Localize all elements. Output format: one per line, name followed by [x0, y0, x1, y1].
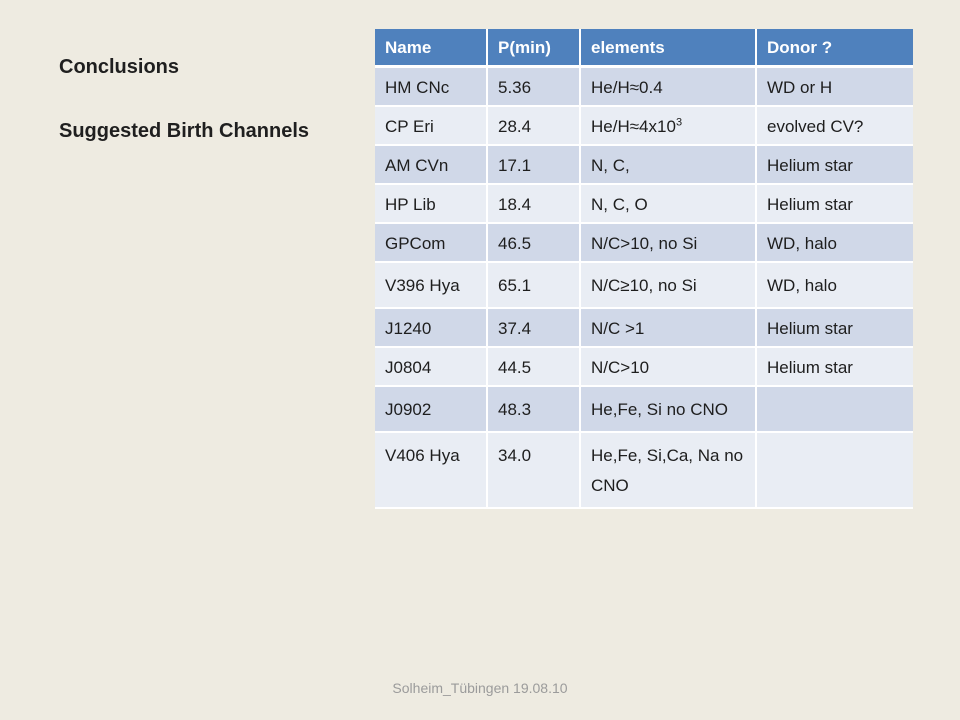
cell-period: 17.1 [487, 145, 581, 185]
cell-name: AM CVn [375, 145, 488, 185]
cell-elements-text: N/C >1 [591, 319, 645, 338]
table-row: AM CVn 17.1 N, C, Helium star [375, 145, 913, 185]
cell-elements: N, C, [580, 145, 757, 185]
cell-donor-text: Helium star [767, 195, 853, 214]
cell-donor: Helium star [756, 308, 913, 348]
cell-donor-text: Helium star [767, 156, 853, 175]
cell-name-text: V406 Hya [385, 446, 460, 465]
cell-donor-text: Helium star [767, 358, 853, 377]
cell-period: 46.5 [487, 223, 581, 263]
cell-name: J0804 [375, 347, 488, 387]
table-row: HM CNc 5.36 He/H≈0.4 WD or H [375, 66, 913, 107]
cell-name: CP Eri [375, 106, 488, 146]
table-row: J0804 44.5 N/C>10 Helium star [375, 347, 913, 387]
cell-period-text: 18.4 [498, 195, 532, 214]
cell-donor: Helium star [756, 145, 913, 185]
table-row: J0902 48.3 He,Fe, Si no CNO [375, 386, 913, 433]
cell-donor-text: Helium star [767, 319, 853, 338]
cell-elements-text: N/C>10 [591, 358, 650, 377]
cell-donor-text: WD, halo [767, 234, 837, 253]
cell-elements-text: He/H≈4x10 [591, 117, 676, 136]
cell-name: J0902 [375, 386, 488, 433]
cell-period-text: 48.3 [498, 400, 532, 419]
cell-elements: N/C>10, no Si [580, 223, 757, 263]
cell-name: GPCom [375, 223, 488, 263]
cell-name-text: GPCom [385, 234, 446, 253]
cell-elements-text: He/H≈0.4 [591, 78, 663, 97]
cell-period: 5.36 [487, 66, 581, 107]
cell-elements: N/C >1 [580, 308, 757, 348]
cell-name: HM CNc [375, 66, 488, 107]
cell-period-text: 34.0 [498, 446, 532, 465]
cell-name-text: J1240 [385, 319, 432, 338]
cell-donor: Helium star [756, 347, 913, 387]
cell-name-text: J0902 [385, 400, 432, 419]
table-header-row: Name P(min) elements Donor ? [375, 29, 913, 68]
cell-name-text: AM CVn [385, 156, 449, 175]
cell-name: J1240 [375, 308, 488, 348]
slide-title: Conclusions [59, 56, 180, 78]
cell-donor [756, 432, 913, 509]
cell-name: V406 Hya [375, 432, 488, 509]
cell-period: 65.1 [487, 262, 581, 309]
cell-donor [756, 386, 913, 433]
header-name: Name [375, 29, 488, 68]
header-elements: elements [580, 29, 757, 68]
cell-name-text: V396 Hya [385, 276, 460, 295]
cell-donor: evolved CV? [756, 106, 913, 146]
cell-donor-text: evolved CV? [767, 117, 864, 136]
cell-name-text: J0804 [385, 358, 432, 377]
cell-name-text: HM CNc [385, 78, 450, 97]
cell-period: 44.5 [487, 347, 581, 387]
cell-elements-superscript: 3 [675, 116, 683, 129]
cell-name-text: CP Eri [385, 117, 434, 136]
table-row: V406 Hya 34.0 He,Fe, Si,Ca, Na no CNO [375, 432, 913, 509]
cell-elements-text: He,Fe, Si no CNO [591, 400, 728, 419]
cell-elements: N, C, O [580, 184, 757, 224]
cell-period-text: 44.5 [498, 358, 532, 377]
cell-period: 28.4 [487, 106, 581, 146]
header-donor: Donor ? [756, 29, 913, 68]
cell-donor: WD, halo [756, 262, 913, 309]
cell-elements: He,Fe, Si,Ca, Na no CNO [580, 432, 757, 509]
cell-period-text: 28.4 [498, 117, 532, 136]
cell-elements-text: N/C>10, no Si [591, 234, 698, 253]
cell-elements: He/H≈4x103 [580, 106, 757, 146]
slide-footer: Solheim_Tübingen 19.08.10 [392, 680, 568, 696]
cell-elements: N/C>10 [580, 347, 757, 387]
header-period: P(min) [487, 29, 581, 68]
cell-period: 34.0 [487, 432, 581, 509]
cell-elements: N/C≥10, no Si [580, 262, 757, 309]
cell-period: 37.4 [487, 308, 581, 348]
cell-period: 18.4 [487, 184, 581, 224]
cell-donor-text: WD or H [767, 78, 833, 97]
table-row: J1240 37.4 N/C >1 Helium star [375, 308, 913, 348]
cell-donor-text: WD, halo [767, 276, 837, 295]
cell-period-text: 5.36 [498, 78, 532, 97]
table-row: CP Eri 28.4 He/H≈4x103 evolved CV? [375, 106, 913, 146]
cell-name-text: HP Lib [385, 195, 436, 214]
cell-period: 48.3 [487, 386, 581, 433]
table-row: V396 Hya 65.1 N/C≥10, no Si WD, halo [375, 262, 913, 309]
cell-period-text: 65.1 [498, 276, 532, 295]
cell-period-text: 17.1 [498, 156, 532, 175]
cell-elements-text: N, C, O [591, 195, 648, 214]
cell-period-text: 46.5 [498, 234, 532, 253]
cell-donor: WD, halo [756, 223, 913, 263]
cell-donor: WD or H [756, 66, 913, 107]
cell-name: V396 Hya [375, 262, 488, 309]
cell-name: HP Lib [375, 184, 488, 224]
birth-channels-table: Name P(min) elements Donor ? HM CNc 5.36 H… [375, 29, 913, 509]
cell-elements-text: N/C≥10, no Si [591, 276, 697, 295]
table-row: GPCom 46.5 N/C>10, no Si WD, halo [375, 223, 913, 263]
cell-donor: Helium star [756, 184, 913, 224]
slide-subtitle: Suggested Birth Channels [59, 120, 310, 142]
cell-elements-text: N, C, [591, 156, 630, 175]
cell-elements: He/H≈0.4 [580, 66, 757, 107]
cell-elements-text: He,Fe, Si,Ca, Na no CNO [591, 446, 744, 495]
table-row: HP Lib 18.4 N, C, O Helium star [375, 184, 913, 224]
cell-period-text: 37.4 [498, 319, 532, 338]
cell-elements: He,Fe, Si no CNO [580, 386, 757, 433]
